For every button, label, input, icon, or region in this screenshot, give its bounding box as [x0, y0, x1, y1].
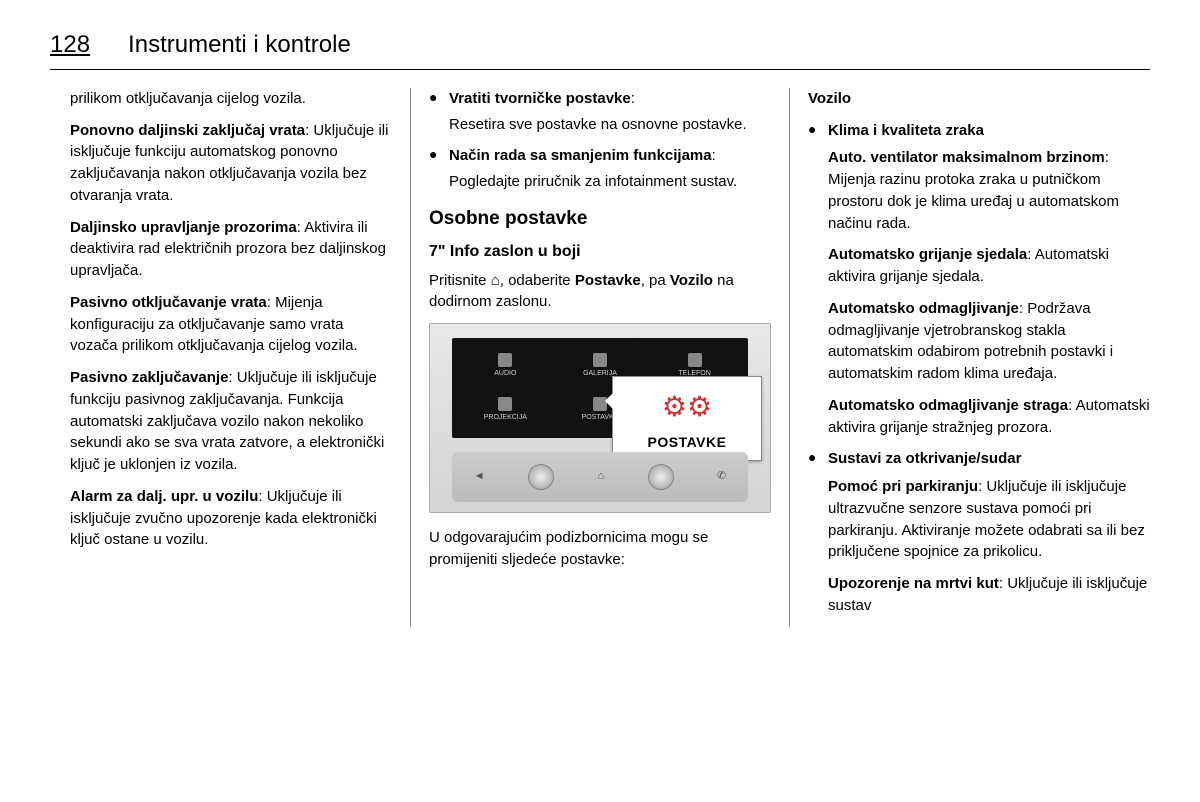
item-title: Pomoć pri parkiranju: [828, 478, 978, 495]
item-title: Način rada sa smanjenim funkcijama: [449, 147, 712, 164]
paragraph: U odgovarajućim podizbornicima mogu se p…: [429, 527, 771, 571]
group-title: Sustavi za otkrivanje/sudar: [828, 448, 1150, 470]
bullet-icon: ●: [429, 88, 449, 136]
control-icon: ⌂: [597, 469, 604, 485]
item-title: Vratiti tvorničke postavke: [449, 90, 631, 107]
infotainment-figure: AUDIO GALERIJA TELEFON PROJEKCIJA POSTAV…: [429, 323, 771, 513]
callout-label: POSTAVKE: [625, 432, 749, 452]
gear-icon: ⚙⚙: [625, 387, 749, 428]
group-heading: Vozilo: [808, 88, 1150, 110]
column-1: prilikom otključavanja cijelog vozila. P…: [50, 88, 410, 627]
item-title: Automatsko odmagljivanje straga: [828, 397, 1068, 414]
bullet-icon: ●: [429, 145, 449, 193]
list-item: Automatsko odmagljivanje straga: Automat…: [828, 395, 1150, 439]
list-item: Upozorenje na mrtvi kut: Uključuje ili i…: [828, 573, 1150, 617]
bullet-icon: ●: [808, 448, 828, 616]
item-title: Alarm za dalj. upr. u vozilu: [70, 488, 258, 505]
lead-text: prilikom otključavanja cijelog vozila.: [70, 88, 392, 110]
list-item: Automatsko odmagljivanje: Podržava odmag…: [828, 298, 1150, 385]
list-item: Pasivno zaključavanje: Uključuje ili isk…: [70, 367, 392, 476]
bullet-icon: ●: [808, 120, 828, 439]
list-item: Daljinsko upravljanje prozorima: Aktivir…: [70, 217, 392, 282]
item-desc: Resetira sve postavke na osnovne postavk…: [449, 114, 771, 136]
control-knob: [648, 464, 674, 490]
item-title: Pasivno zaključavanje: [70, 369, 228, 386]
text: Pritisnite: [429, 272, 491, 289]
page-title: Instrumenti i kontrole: [128, 28, 351, 63]
bullet-item: ● Klima i kvaliteta zraka Auto. ventilat…: [808, 120, 1150, 439]
item-title: Daljinsko upravljanje prozorima: [70, 219, 297, 236]
screen-icon: PROJEKCIJA: [460, 390, 551, 430]
item-title: Auto. ventilator maksimalnom brzinom: [828, 149, 1105, 166]
item-title: Pasivno otključavanje vrata: [70, 294, 267, 311]
bullet-item: ● Sustavi za otkrivanje/sudar Pomoć pri …: [808, 448, 1150, 616]
list-item: Automatsko grijanje sjedala: Automatski …: [828, 244, 1150, 288]
item-desc: Pogledajte priručnik za infotainment sus…: [449, 171, 771, 193]
text: , odaberite: [500, 272, 575, 289]
content-columns: prilikom otključavanja cijelog vozila. P…: [50, 88, 1150, 627]
column-2: ● Vratiti tvorničke postavke: Resetira s…: [410, 88, 789, 627]
column-3: Vozilo ● Klima i kvaliteta zraka Auto. v…: [789, 88, 1150, 627]
subsection-heading: 7" Info zaslon u boji: [429, 240, 771, 263]
list-item: Pomoć pri parkiranju: Uključuje ili iskl…: [828, 476, 1150, 563]
list-item: Alarm za dalj. upr. u vozilu: Uključuje …: [70, 486, 392, 551]
page-header: 128 Instrumenti i kontrole: [50, 28, 1150, 70]
section-heading: Osobne postavke: [429, 205, 771, 233]
item-title: Ponovno daljinski zaključaj vrata: [70, 122, 305, 139]
figure-callout: ⚙⚙ POSTAVKE: [612, 376, 762, 461]
item-title: Automatsko odmagljivanje: [828, 300, 1019, 317]
text-bold: Postavke: [575, 272, 641, 289]
screen-icon: AUDIO: [460, 346, 551, 386]
text-bold: Vozilo: [670, 272, 713, 289]
bullet-item: ● Način rada sa smanjenim funkcijama: Po…: [429, 145, 771, 193]
control-icon: ◄: [474, 469, 485, 485]
bullet-item: ● Vratiti tvorničke postavke: Resetira s…: [429, 88, 771, 136]
instruction-text: Pritisnite ⌂, odaberite Postavke, pa Voz…: [429, 270, 771, 314]
list-item: Ponovno daljinski zaključaj vrata: Uklju…: [70, 120, 392, 207]
item-title: Automatsko grijanje sjedala: [828, 246, 1027, 263]
item-title: Upozorenje na mrtvi kut: [828, 575, 999, 592]
control-knob: [528, 464, 554, 490]
group-title: Klima i kvaliteta zraka: [828, 120, 1150, 142]
list-item: Pasivno otključavanje vrata: Mijenja kon…: [70, 292, 392, 357]
list-item: Auto. ventilator maksimalnom brzinom: Mi…: [828, 147, 1150, 234]
page-number: 128: [50, 28, 90, 63]
control-bar: ◄ ⌂ ✆: [452, 452, 748, 502]
control-icon: ✆: [717, 469, 726, 485]
text: , pa: [641, 272, 670, 289]
home-icon: ⌂: [491, 272, 500, 289]
